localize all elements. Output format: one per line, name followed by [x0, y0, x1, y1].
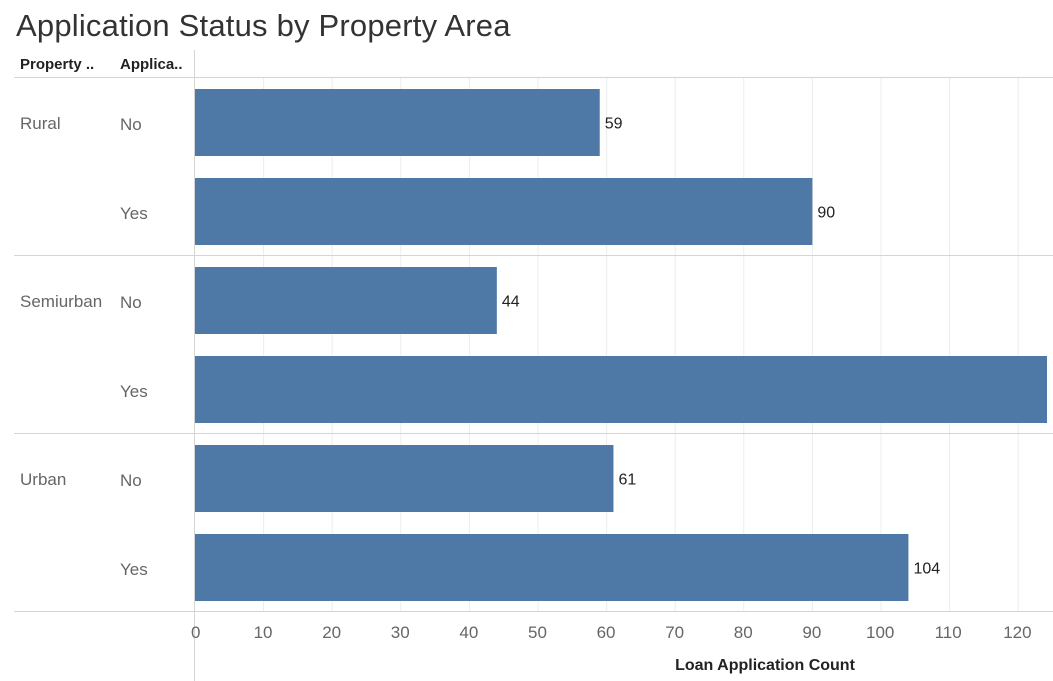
bar[interactable]: [195, 534, 909, 601]
x-tick-label: 40: [459, 623, 478, 642]
status-label: Yes: [120, 204, 148, 223]
x-tick-label: 90: [802, 623, 821, 642]
status-label: No: [120, 293, 142, 312]
x-tick-label: 20: [322, 623, 341, 642]
x-tick-label: 50: [528, 623, 547, 642]
data-label: 59: [605, 116, 623, 133]
x-tick-label: 100: [866, 623, 894, 642]
x-tick-label: 10: [254, 623, 273, 642]
status-label: Yes: [120, 382, 148, 401]
status-label: No: [120, 115, 142, 134]
bar[interactable]: [195, 356, 1047, 423]
x-tick-label: 120: [1003, 623, 1031, 642]
x-tick-label: 110: [935, 623, 962, 642]
data-label: 44: [502, 294, 520, 311]
chart-title: Application Status by Property Area: [16, 8, 511, 43]
x-tick-label: 80: [734, 623, 753, 642]
x-tick-label: 0: [191, 623, 200, 642]
bar[interactable]: [195, 267, 497, 334]
property-area-header[interactable]: Property ..: [20, 56, 95, 73]
area-label: Urban: [20, 470, 66, 489]
status-label: Yes: [120, 560, 148, 579]
data-label: 90: [817, 205, 835, 222]
area-label: Semiurban: [20, 292, 102, 311]
x-tick-label: 30: [391, 623, 410, 642]
bar[interactable]: [195, 89, 600, 156]
x-tick-label: 70: [665, 623, 684, 642]
data-label: 61: [618, 472, 636, 489]
data-label: 104: [913, 561, 940, 578]
area-label: Rural: [20, 114, 61, 133]
x-axis-title: Loan Application Count: [675, 657, 856, 674]
x-tick-label: 60: [597, 623, 616, 642]
bar[interactable]: [195, 178, 813, 245]
application-status-header[interactable]: Applica..: [120, 56, 183, 73]
bar[interactable]: [195, 445, 614, 512]
status-label: No: [120, 471, 142, 490]
